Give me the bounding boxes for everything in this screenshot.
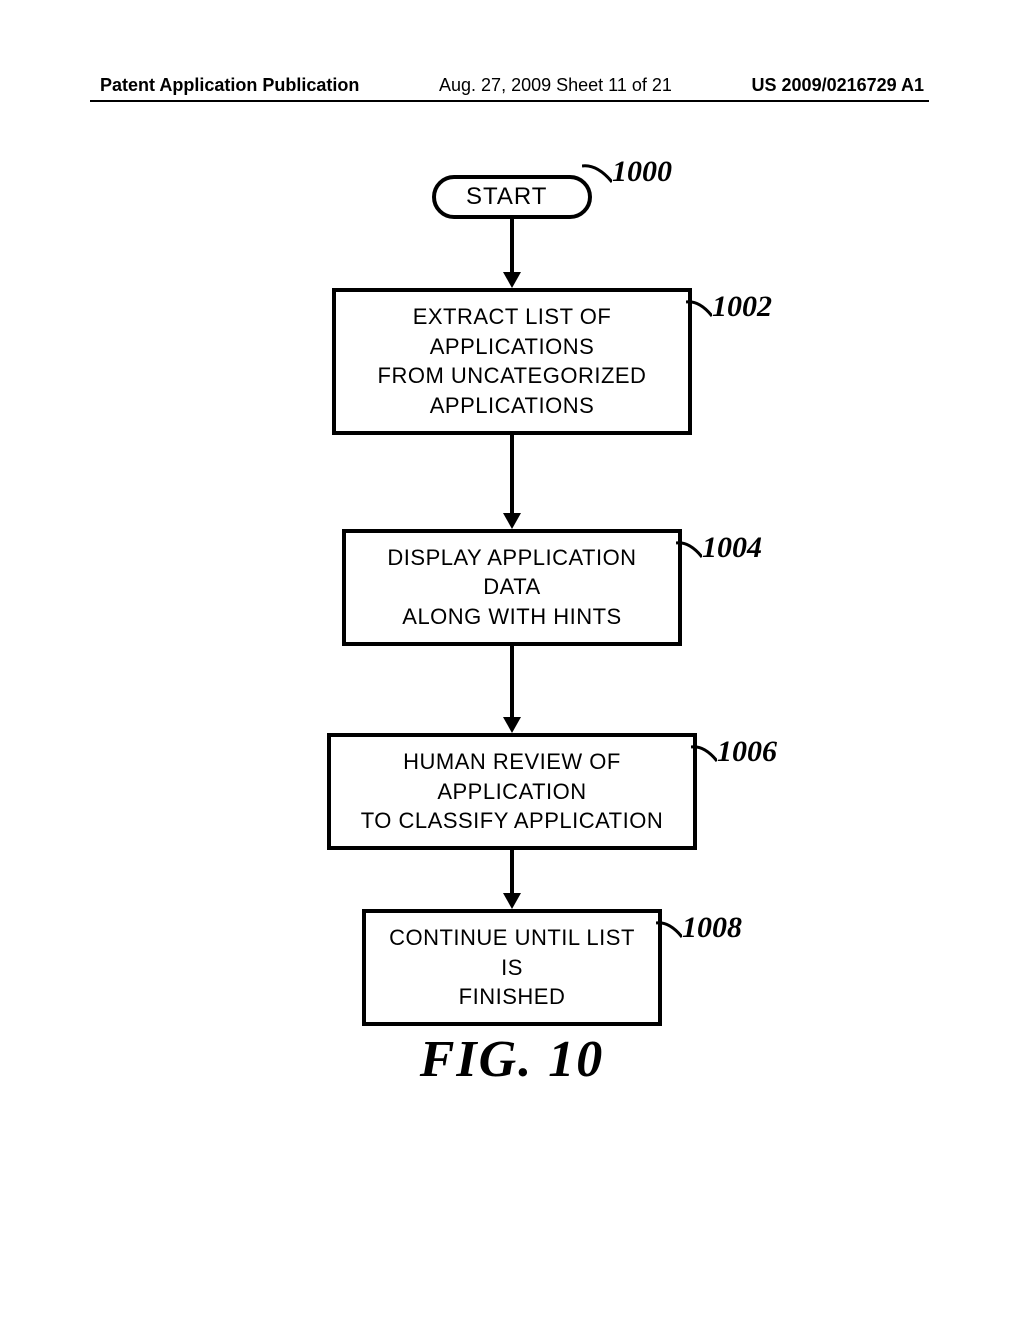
flow-ref-text: 1000	[612, 155, 672, 188]
flow-ref-1004: 1004	[676, 531, 762, 565]
header-left: Patent Application Publication	[100, 75, 359, 96]
flow-ref-text: 1002	[712, 290, 772, 323]
flow-arrow	[503, 435, 521, 529]
flow-node-label-line: APPLICATIONS	[352, 391, 672, 421]
flow-node-label-line: FINISHED	[382, 982, 642, 1012]
header-right: US 2009/0216729 A1	[752, 75, 924, 96]
flow-node-label-line: EXTRACT LIST OF APPLICATIONS	[352, 302, 672, 361]
flow-node-box: HUMAN REVIEW OF APPLICATIONTO CLASSIFY A…	[327, 733, 697, 850]
flow-node-start: START1000	[432, 175, 592, 219]
flow-node-box: DISPLAY APPLICATION DATAALONG WITH HINTS	[342, 529, 682, 646]
flow-ref-1006: 1006	[691, 735, 777, 769]
flow-node-box: CONTINUE UNTIL LIST ISFINISHED	[362, 909, 662, 1026]
flow-node-label-line: FROM UNCATEGORIZED	[352, 361, 672, 391]
figure-label: FIG. 10	[0, 1030, 1024, 1089]
flow-arrow	[503, 219, 521, 288]
flow-ref-1002: 1002	[686, 290, 772, 324]
flow-node-label-line: DISPLAY APPLICATION DATA	[362, 543, 662, 602]
flowchart: START1000 EXTRACT LIST OF APPLICATIONSFRO…	[0, 175, 1024, 1026]
flow-ref-text: 1006	[717, 735, 777, 768]
flow-node-n4: CONTINUE UNTIL LIST ISFINISHED1008	[362, 909, 662, 1026]
flow-node-n1: EXTRACT LIST OF APPLICATIONSFROM UNCATEG…	[332, 288, 692, 435]
flow-arrow	[503, 646, 521, 733]
flow-node-n2: DISPLAY APPLICATION DATAALONG WITH HINTS…	[342, 529, 682, 646]
flow-node-label-line: TO CLASSIFY APPLICATION	[347, 806, 677, 836]
header-center: Aug. 27, 2009 Sheet 11 of 21	[439, 75, 672, 96]
flow-node-label-line: CONTINUE UNTIL LIST IS	[382, 923, 642, 982]
flow-node-box: START	[432, 175, 592, 219]
flow-node-n3: HUMAN REVIEW OF APPLICATIONTO CLASSIFY A…	[327, 733, 697, 850]
header-rule	[90, 100, 929, 102]
flow-node-label-line: START	[466, 183, 558, 211]
flow-ref-text: 1004	[702, 531, 762, 564]
flow-node-label-line: ALONG WITH HINTS	[362, 602, 662, 632]
flow-node-label-line: HUMAN REVIEW OF APPLICATION	[347, 747, 677, 806]
flow-node-box: EXTRACT LIST OF APPLICATIONSFROM UNCATEG…	[332, 288, 692, 435]
flow-ref-1000: 1000	[582, 155, 672, 189]
flow-ref-text: 1008	[682, 911, 742, 944]
page-header: Patent Application Publication Aug. 27, …	[0, 75, 1024, 96]
flow-ref-1008: 1008	[656, 911, 742, 945]
flow-arrow	[503, 850, 521, 909]
